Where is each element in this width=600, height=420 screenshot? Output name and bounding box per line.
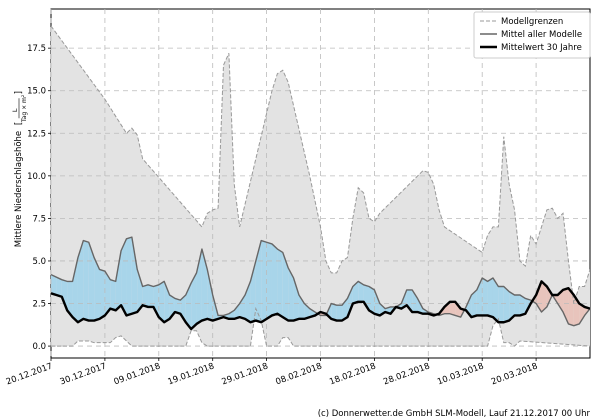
above-climate-fill: [137, 269, 143, 313]
above-climate-fill: [352, 281, 359, 304]
above-climate-fill: [498, 286, 504, 323]
below-climate-fill: [455, 301, 461, 318]
legend-box: [473, 11, 591, 59]
y-axis-unit-denominator: Tag × m²: [21, 94, 28, 123]
y-tick-label: 17.5: [27, 44, 46, 54]
y-axis-unit-open: [: [14, 122, 24, 125]
above-climate-fill: [228, 310, 235, 319]
above-climate-fill: [99, 269, 105, 319]
below-climate-fill: [563, 288, 569, 324]
below-climate-fill: [579, 303, 585, 324]
above-climate-fill: [304, 303, 310, 319]
above-climate-fill: [110, 279, 116, 311]
footer-credit: (c) Donnerwetter.de GmbH SLM-Modell, Lau…: [318, 409, 591, 419]
below-climate-fill: [557, 289, 564, 313]
x-tick-label: 08.02.2018: [274, 361, 323, 387]
above-climate-fill: [158, 281, 165, 323]
x-tick-label: 20.12.2017: [5, 361, 54, 387]
above-climate-fill: [83, 240, 89, 321]
y-axis-unit-close: ]: [14, 91, 24, 94]
above-climate-fill: [298, 295, 305, 319]
above-climate-fill: [492, 277, 499, 323]
above-climate-fill: [185, 283, 192, 330]
climate-mean-line: [51, 280, 590, 331]
above-climate-fill: [509, 291, 515, 321]
above-climate-fill: [56, 277, 62, 297]
above-climate-fill: [271, 243, 278, 316]
x-tick-label: 28.02.2018: [382, 361, 431, 387]
x-tick-label: 18.02.2018: [328, 361, 377, 387]
above-climate-fill: [250, 260, 256, 323]
above-climate-fill: [519, 295, 526, 316]
x-tick-label: 30.12.2017: [59, 361, 108, 387]
x-tick-label: 09.01.2018: [113, 361, 162, 387]
above-climate-fill: [358, 281, 364, 302]
above-climate-fill: [514, 295, 520, 316]
above-climate-fill: [131, 237, 138, 314]
above-climate-fill: [61, 279, 68, 311]
below-climate-fill: [568, 288, 574, 326]
y-tick-label: 5.0: [32, 257, 46, 267]
svg-text:Mittlere Niederschlagshöhe: Mittlere Niederschlagshöhe [: [14, 122, 24, 247]
above-climate-fill: [331, 303, 337, 321]
above-climate-fill: [88, 242, 95, 321]
lower-bound-line: [51, 306, 590, 347]
above-climate-fill: [94, 257, 100, 321]
above-climate-fill: [115, 250, 122, 311]
above-climate-fill: [174, 298, 181, 314]
above-climate-fill: [277, 249, 283, 318]
legend-label-climate-mean: Mittelwert 30 Jahre: [501, 43, 582, 53]
above-climate-fill: [363, 284, 370, 311]
above-climate-fill: [121, 238, 127, 316]
above-climate-fill: [288, 267, 294, 321]
above-climate-fill: [72, 257, 78, 323]
y-tick-label: 15.0: [27, 87, 46, 97]
above-climate-fill: [487, 277, 493, 318]
model-mean-line: [51, 236, 590, 327]
y-axis-unit-numerator: L: [11, 108, 19, 112]
above-climate-fill: [148, 284, 154, 307]
above-climate-fill: [126, 237, 132, 316]
above-climate-fill: [239, 295, 246, 319]
above-climate-fill: [51, 274, 57, 296]
y-tick-label: 7.5: [32, 214, 46, 224]
above-climate-fill: [412, 289, 418, 313]
above-climate-fill: [261, 240, 267, 323]
above-climate-fill: [336, 305, 343, 321]
above-climate-fill: [503, 286, 510, 323]
y-axis-label: Mittlere Niederschlagshöhe [ L Tag × m²]: [11, 91, 28, 247]
above-climate-fill: [374, 289, 380, 316]
x-tick-label: 19.01.2018: [167, 361, 216, 387]
legend: Modellgrenzen Mittel aller Modelle Mitte…: [473, 11, 591, 59]
y-tick-label: 10.0: [27, 172, 46, 182]
below-climate-fill: [541, 281, 547, 313]
above-climate-fill: [293, 277, 299, 321]
above-climate-fill: [104, 271, 111, 316]
y-tick-label: 2.5: [32, 300, 46, 310]
below-climate-fill: [546, 286, 553, 307]
model-range-envelope: [51, 26, 590, 347]
upper-bound-line: [51, 25, 590, 304]
above-climate-fill: [369, 286, 375, 314]
above-climate-fill: [266, 242, 272, 319]
y-tick-label: 0.0: [32, 342, 46, 352]
x-tick-label: 10.03.2018: [436, 361, 485, 387]
legend-label-bounds: Modellgrenzen: [501, 17, 563, 27]
above-climate-fill: [207, 269, 213, 321]
x-tick-label: 29.01.2018: [220, 361, 269, 387]
legend-label-model-mean: Mittel aller Modelle: [501, 30, 582, 40]
y-axis-label-text: Mittlere Niederschlagshöhe: [14, 131, 24, 247]
above-climate-fill: [482, 277, 488, 316]
above-climate-fill: [347, 286, 353, 318]
above-climate-fill: [191, 272, 197, 330]
above-climate-fill: [142, 284, 149, 307]
x-tick-label: 20.03.2018: [490, 361, 539, 387]
above-climate-fill: [67, 281, 73, 318]
above-climate-fill: [234, 303, 240, 319]
below-climate-fill: [449, 301, 456, 316]
y-tick-label: 12.5: [27, 129, 46, 139]
below-climate-fill: [444, 301, 450, 314]
